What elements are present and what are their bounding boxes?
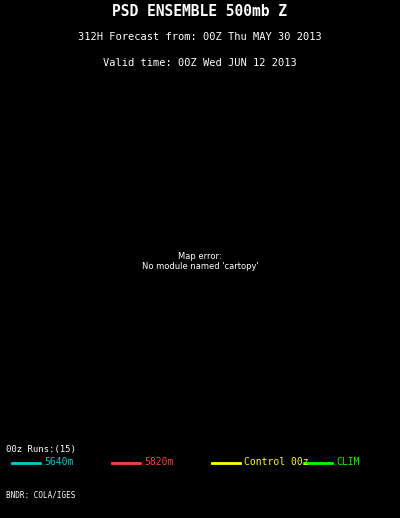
Text: BNDR: COLA/IGES: BNDR: COLA/IGES xyxy=(6,490,75,499)
Text: 312H Forecast from: 00Z Thu MAY 30 2013: 312H Forecast from: 00Z Thu MAY 30 2013 xyxy=(78,32,322,42)
Text: CLIM: CLIM xyxy=(336,457,360,467)
Text: PSD ENSEMBLE 500mb Z: PSD ENSEMBLE 500mb Z xyxy=(112,4,288,19)
Text: Valid time: 00Z Wed JUN 12 2013: Valid time: 00Z Wed JUN 12 2013 xyxy=(103,58,297,68)
Text: Map error:
No module named 'cartopy': Map error: No module named 'cartopy' xyxy=(142,252,258,271)
Text: Control 00z: Control 00z xyxy=(244,457,309,467)
Text: 5640m: 5640m xyxy=(44,457,73,467)
Text: 5820m: 5820m xyxy=(144,457,173,467)
Text: 00z Runs:(15): 00z Runs:(15) xyxy=(6,444,76,454)
